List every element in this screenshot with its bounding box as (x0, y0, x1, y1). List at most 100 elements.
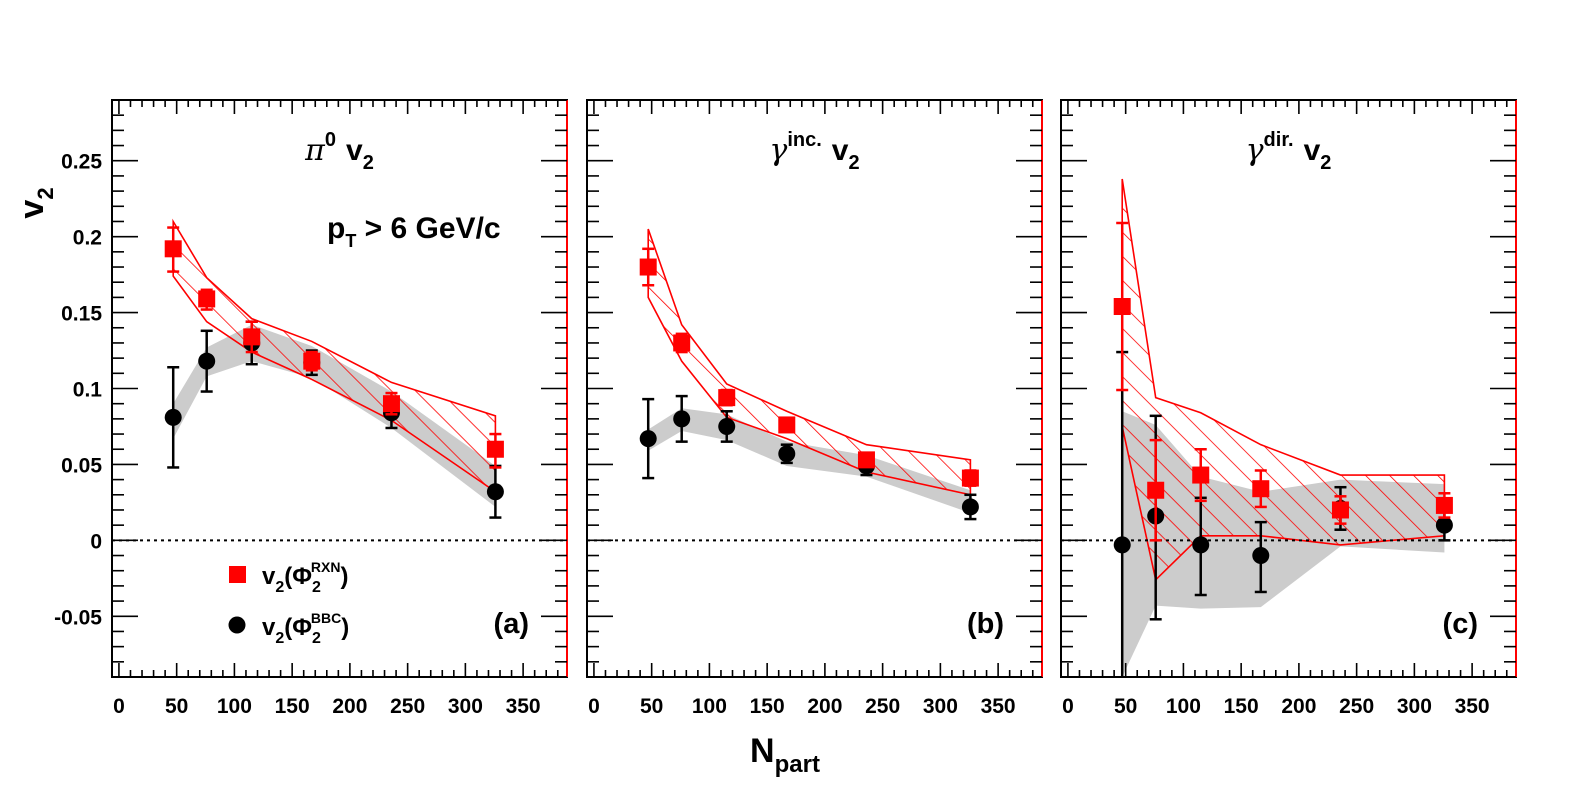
panel-title-variable: v (1304, 134, 1321, 167)
panel-title: γinc. v2 (769, 129, 859, 174)
rxn-point (1252, 480, 1270, 498)
rxn-point (382, 395, 400, 413)
rxn-point (243, 328, 261, 346)
rxn-systematic-band (1121, 178, 1446, 582)
panel-letter: (a) (494, 608, 529, 640)
panel-title: π0 v2 (304, 129, 374, 174)
y-tick-label: -0.05 (54, 606, 102, 629)
plot-area (112, 218, 567, 542)
bbc-point (1192, 536, 1210, 554)
x-tick-label: 200 (332, 695, 367, 718)
bbc-point (718, 417, 736, 435)
panel-title-superscript: inc. (787, 129, 821, 151)
x-tick-label: 50 (165, 695, 188, 718)
panel-c: 0 50 100 150 200 250 300 350 γdir. v2 (c) (1060, 99, 1517, 718)
y-tick-label: 0.25 (61, 151, 102, 174)
x-tick-label: 250 (390, 695, 425, 718)
panel-a: 0 50 100 150 200 250 300 350 -0.05 0 0.05 0.1 0.15 0.… (54, 99, 568, 718)
rxn-point (486, 440, 504, 458)
panel-title-variable: v (832, 134, 849, 167)
y-tick-label: 0.2 (73, 227, 102, 250)
plot-area (587, 228, 1042, 542)
panel-b: 0 50 100 150 200 250 300 350 γinc. v2 (b) (586, 99, 1043, 718)
rxn-point (1113, 298, 1131, 316)
panel-letter: (c) (1443, 608, 1478, 640)
legend-rxn-marker (229, 566, 246, 583)
x-tick-label: 100 (1166, 695, 1201, 718)
x-axis-title: Npart (750, 732, 820, 778)
x-axis-title-sub: part (775, 751, 820, 778)
x-tick-label: 300 (1397, 695, 1432, 718)
x-tick-label: 50 (640, 695, 663, 718)
x-tick-label: 100 (692, 695, 727, 718)
plot-frame (586, 99, 1043, 678)
y-tick-label: 0.15 (61, 303, 102, 326)
x-tick-label: 50 (1114, 695, 1137, 718)
x-tick-label: 250 (1339, 695, 1374, 718)
bbc-point (1435, 516, 1453, 534)
rxn-point (1331, 501, 1349, 519)
bbc-point (486, 483, 504, 501)
y-axis-title-main: v (13, 200, 51, 219)
rxn-point (303, 352, 321, 370)
rxn-point (718, 389, 736, 407)
bbc-point (1252, 547, 1270, 565)
y-tick-label: 0 (90, 530, 102, 553)
rxn-point (198, 290, 216, 308)
legend-rxn-label: v2(Φ2RXN) (262, 559, 348, 596)
x-tick-label: 350 (506, 695, 541, 718)
x-tick-label: 0 (588, 695, 600, 718)
x-tick-label: 0 (1062, 695, 1074, 718)
panel-letter: (b) (967, 608, 1004, 640)
panel-title-subscript: 2 (363, 152, 374, 174)
y-axis-title-sub: 2 (33, 187, 58, 199)
rxn-point (1192, 466, 1210, 484)
pt-cut-annotation: pT > 6 GeV/c (327, 212, 501, 251)
bbc-point (673, 410, 691, 428)
x-tick-label: 200 (807, 695, 842, 718)
bbc-point (961, 498, 979, 516)
panel-title-symbol: π (304, 133, 326, 168)
panel-title-superscript: 0 (325, 129, 336, 151)
bbc-point (1113, 536, 1131, 554)
rxn-point (961, 469, 979, 487)
x-tick-label: 150 (750, 695, 785, 718)
rxn-point (673, 334, 691, 352)
x-tick-label: 0 (113, 695, 125, 718)
rxn-point (639, 258, 657, 276)
y-axis-title: v2 (13, 187, 58, 218)
y-tick-label: 0.05 (61, 454, 102, 477)
x-tick-label: 250 (865, 695, 900, 718)
x-tick-label: 100 (217, 695, 252, 718)
bbc-point (639, 430, 657, 448)
bbc-point (164, 408, 182, 426)
panel-title-symbol: γ (1246, 133, 1264, 168)
panel-title-subscript: 2 (1320, 152, 1331, 174)
rxn-point (1147, 481, 1165, 499)
panel-title-symbol: γ (769, 133, 787, 168)
x-tick-label: 150 (1224, 695, 1259, 718)
x-tick-label: 200 (1281, 695, 1316, 718)
panel-title-subscript: 2 (848, 152, 859, 174)
rxn-point (778, 416, 796, 434)
rxn-point (1435, 496, 1453, 514)
rxn-point (164, 240, 182, 258)
x-axis-title-main: N (750, 732, 775, 770)
legend: v2(Φ2RXN) v2(Φ2BBC) (228, 559, 349, 647)
bbc-point (198, 352, 216, 370)
panel-title: γdir. v2 (1246, 129, 1332, 174)
legend-bbc-label: v2(Φ2BBC) (262, 610, 349, 647)
x-tick-label: 300 (448, 695, 483, 718)
plot-area (1061, 178, 1516, 677)
rxn-point (857, 451, 875, 469)
x-tick-label: 300 (923, 695, 958, 718)
legend-bbc-marker (228, 616, 246, 634)
x-tick-label: 350 (1455, 695, 1490, 718)
bbc-point (778, 445, 796, 463)
x-tick-label: 350 (981, 695, 1016, 718)
x-tick-label: 150 (275, 695, 310, 718)
y-tick-label: 0.1 (73, 379, 103, 402)
panel-title-variable: v (346, 134, 363, 167)
panel-title-superscript: dir. (1264, 129, 1294, 151)
